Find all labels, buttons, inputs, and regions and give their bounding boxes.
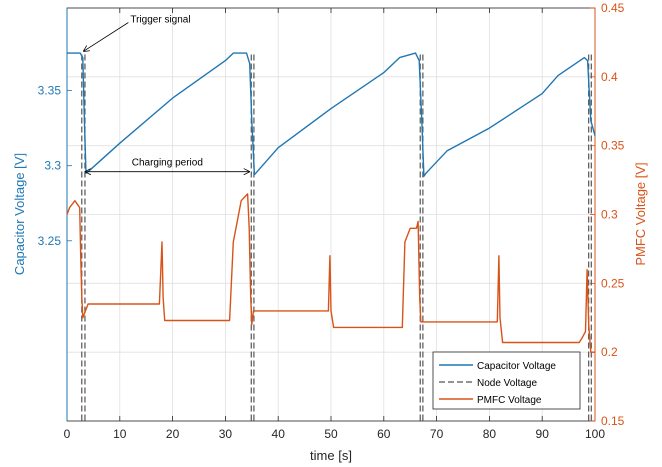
- left-tick-label: 3.35: [38, 84, 62, 98]
- trigger-signal-arrow: [84, 22, 129, 52]
- legend-label-node: Node Voltage: [477, 378, 537, 389]
- x-tick-label: 50: [324, 427, 338, 441]
- x-axis-label: time [s]: [310, 448, 352, 463]
- right-tick-label: 0.45: [601, 1, 625, 15]
- x-tick-label: 10: [113, 427, 127, 441]
- x-axis-ticks: 0 10 20 30 40 50 60 70 80 90 100: [64, 8, 605, 441]
- x-tick-label: 100: [585, 427, 605, 441]
- series-layer: [66, 52, 596, 421]
- x-tick-label: 0: [64, 427, 71, 441]
- capacitor-voltage-line: [67, 52, 596, 177]
- right-tick-label: 0.35: [601, 139, 625, 153]
- annotation-layer: Trigger signal Charging period: [84, 15, 249, 172]
- pmfc-voltage-line: [66, 193, 595, 353]
- x-tick-label: 90: [536, 427, 550, 441]
- legend-label-pmfc: PMFC Voltage: [477, 395, 542, 406]
- right-tick-label: 0.2: [601, 345, 618, 359]
- legend: Capacitor Voltage Node Voltage PMFC Volt…: [432, 351, 581, 410]
- right-tick-label: 0.4: [601, 70, 618, 84]
- x-tick-label: 60: [377, 427, 391, 441]
- x-tick-label: 80: [483, 427, 497, 441]
- left-tick-label: 3.25: [38, 234, 62, 248]
- x-tick-label: 20: [166, 427, 180, 441]
- right-axis-label: PMFC Voltage [V]: [633, 162, 648, 265]
- left-axis-label: Capacitor Voltage [V]: [12, 153, 27, 275]
- right-tick-label: 0.25: [601, 276, 625, 290]
- x-tick-label: 30: [219, 427, 233, 441]
- right-tick-label: 0.3: [601, 208, 618, 222]
- left-tick-label: 3.3: [44, 159, 61, 173]
- left-axis-ticks: 3.25 3.3 3.35: [38, 8, 72, 421]
- charging-period-annotation: Charging period: [132, 158, 203, 169]
- legend-label-capacitor: Capacitor Voltage: [477, 361, 556, 372]
- trigger-signal-annotation: Trigger signal: [130, 15, 190, 26]
- x-tick-label: 70: [430, 427, 444, 441]
- right-axis-ticks: 0.15 0.2 0.25 0.3 0.35 0.4 0.45: [590, 1, 625, 428]
- right-tick-label: 0.15: [601, 414, 625, 428]
- x-tick-label: 40: [272, 427, 286, 441]
